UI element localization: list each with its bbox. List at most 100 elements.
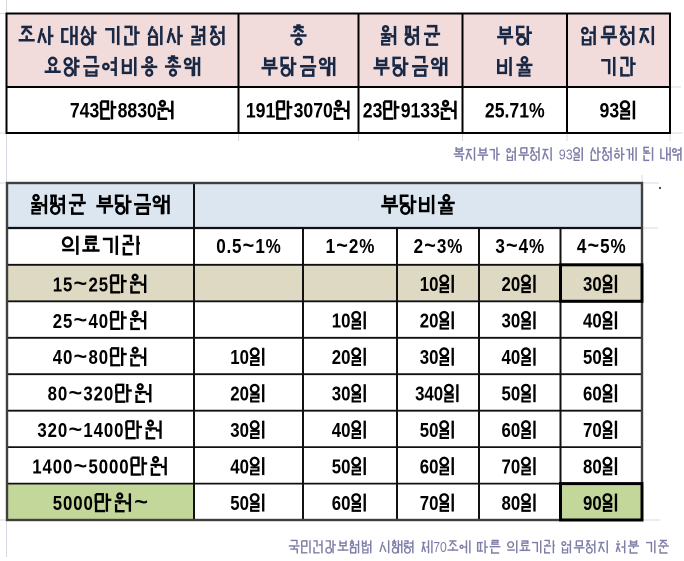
svg-text:.: .	[505, 99, 510, 123]
svg-text:%: %	[266, 235, 281, 258]
svg-text:5: 5	[230, 491, 239, 514]
svg-text:2: 2	[414, 235, 423, 258]
svg-text:7: 7	[583, 419, 592, 442]
svg-text:0: 0	[429, 309, 438, 332]
svg-text:1: 1	[32, 455, 41, 478]
svg-text:0: 0	[58, 382, 67, 405]
svg-text:0: 0	[592, 455, 601, 478]
svg-text:1: 1	[53, 273, 62, 296]
svg-text:~: ~	[587, 233, 599, 257]
svg-text:2: 2	[48, 419, 57, 442]
svg-text:0: 0	[592, 346, 601, 369]
svg-text:4: 4	[502, 346, 512, 369]
svg-text:3: 3	[609, 99, 619, 123]
svg-text:0: 0	[99, 346, 108, 369]
svg-text:%: %	[359, 235, 374, 258]
svg-text:0: 0	[429, 273, 438, 296]
svg-text:7: 7	[509, 99, 519, 123]
svg-text:2: 2	[230, 382, 239, 405]
svg-text:7: 7	[313, 99, 323, 123]
svg-text:0: 0	[109, 455, 118, 478]
svg-text:0: 0	[592, 491, 601, 514]
svg-text:3: 3	[332, 382, 341, 405]
svg-text:~: ~	[336, 233, 348, 257]
svg-text:1: 1	[83, 419, 92, 442]
svg-text:0: 0	[216, 235, 225, 258]
svg-text:0: 0	[429, 346, 438, 369]
svg-text:0: 0	[303, 99, 313, 123]
svg-text:5: 5	[583, 346, 592, 369]
svg-text:0: 0	[83, 492, 92, 515]
svg-text:8: 8	[502, 491, 511, 514]
svg-text:1: 1	[326, 235, 335, 258]
svg-text:0: 0	[429, 455, 438, 478]
svg-text:0: 0	[99, 455, 108, 478]
svg-text:0: 0	[114, 419, 123, 442]
svg-text:~: ~	[74, 271, 88, 295]
svg-text:1: 1	[255, 235, 264, 258]
svg-text:5: 5	[89, 455, 98, 478]
svg-text:0: 0	[592, 382, 601, 405]
svg-text:2: 2	[502, 273, 511, 296]
svg-text:1: 1	[332, 309, 341, 332]
svg-text:1: 1	[411, 99, 421, 123]
svg-text:3: 3	[83, 382, 92, 405]
svg-text:4: 4	[424, 382, 434, 405]
svg-text:~: ~	[134, 490, 148, 514]
svg-text:3: 3	[37, 419, 46, 442]
svg-text:3: 3	[230, 419, 239, 442]
svg-text:~: ~	[74, 454, 88, 478]
svg-text:3: 3	[583, 273, 592, 296]
svg-text:0: 0	[240, 346, 249, 369]
svg-text:0: 0	[58, 419, 67, 442]
svg-text:5: 5	[332, 455, 341, 478]
svg-text:8: 8	[48, 382, 57, 405]
svg-text:3: 3	[430, 99, 440, 123]
svg-text:4: 4	[80, 99, 90, 123]
svg-text:0: 0	[240, 491, 249, 514]
svg-text:3: 3	[495, 235, 504, 258]
svg-text:7: 7	[70, 99, 80, 123]
svg-text:0: 0	[341, 455, 350, 478]
svg-text:5: 5	[63, 309, 72, 332]
svg-text:2: 2	[349, 235, 358, 258]
svg-text:.: .	[227, 235, 232, 258]
svg-text:0: 0	[511, 273, 520, 296]
svg-text:0: 0	[341, 309, 350, 332]
svg-text:%: %	[610, 235, 625, 258]
svg-text:0: 0	[429, 491, 438, 514]
svg-text:8: 8	[118, 99, 128, 123]
svg-text:7: 7	[420, 491, 429, 514]
svg-text:0: 0	[511, 309, 520, 332]
svg-text:1: 1	[230, 346, 239, 369]
svg-text:4: 4	[42, 455, 52, 478]
svg-text:~: ~	[68, 381, 82, 405]
svg-text:3: 3	[137, 99, 147, 123]
svg-text:0: 0	[240, 382, 249, 405]
svg-text:4: 4	[89, 309, 99, 332]
svg-text:1: 1	[265, 99, 275, 123]
svg-text:4: 4	[94, 419, 104, 442]
svg-text:6: 6	[583, 382, 592, 405]
svg-text:9: 9	[256, 99, 266, 123]
svg-text:%: %	[529, 99, 545, 123]
svg-text:0: 0	[434, 382, 443, 405]
svg-text:8: 8	[583, 455, 592, 478]
svg-text:0: 0	[341, 346, 350, 369]
svg-text:9: 9	[600, 99, 610, 123]
svg-text:3: 3	[566, 145, 573, 162]
svg-text:~: ~	[506, 233, 518, 257]
svg-text:0: 0	[341, 382, 350, 405]
svg-text:0: 0	[511, 491, 520, 514]
svg-text:0: 0	[119, 455, 128, 478]
svg-text:6: 6	[502, 419, 511, 442]
svg-text:2: 2	[485, 99, 495, 123]
svg-text:0: 0	[104, 382, 113, 405]
svg-text:9: 9	[401, 99, 411, 123]
svg-text:3: 3	[420, 346, 429, 369]
svg-text:0: 0	[63, 492, 72, 515]
svg-text:3: 3	[89, 99, 99, 123]
svg-text:0: 0	[429, 419, 438, 442]
svg-text:5: 5	[600, 235, 609, 258]
svg-text:0: 0	[240, 455, 249, 478]
